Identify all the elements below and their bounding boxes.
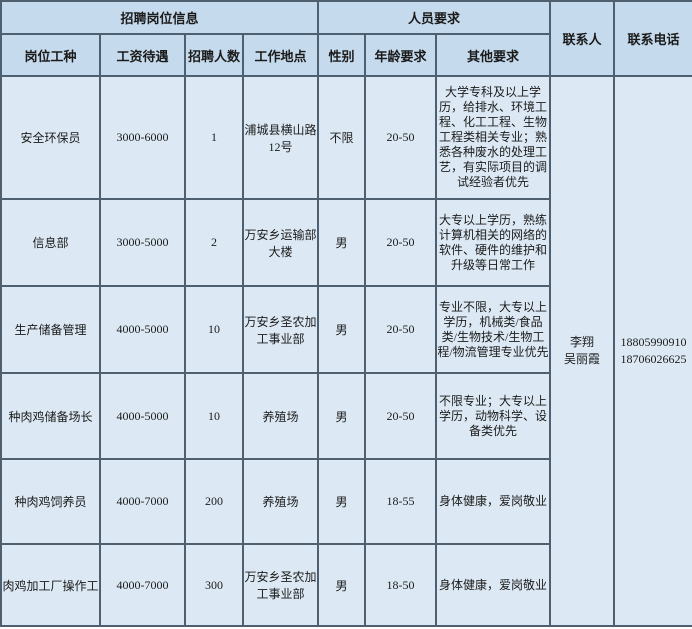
requirements-cell: 不限专业；大专以上学历，动物科学、设备类优先	[435, 372, 552, 460]
age-cell: 18-55	[364, 458, 438, 545]
location-cell: 浦城县横山路12号	[241, 75, 320, 200]
salary-cell: 4000-7000	[99, 458, 186, 545]
header-other-requirements: 其他要求	[435, 33, 552, 77]
job-cell: 种肉鸡储备场长	[0, 372, 101, 460]
age-cell: 20-50	[364, 372, 438, 460]
contact-name: 李翔	[570, 335, 595, 349]
location-cell: 万安乡圣农加工事业部	[241, 285, 320, 374]
age-cell: 20-50	[364, 75, 438, 200]
header-age: 年龄要求	[364, 33, 438, 77]
table-row: 种肉鸡饲养员 4000-7000 200 养殖场 男 18-55 身体健康，爱岗…	[0, 458, 692, 545]
header-contact-phone: 联系电话	[613, 0, 692, 77]
salary-cell: 4000-5000	[99, 285, 186, 374]
header-gender: 性别	[317, 33, 367, 77]
header-contact-person: 联系人	[549, 0, 616, 77]
requirements-cell: 专业不限，大专以上学历，机械类/食品类/生物技术/生物工程/物流管理专业优先	[435, 285, 552, 374]
headcount-cell: 200	[184, 458, 244, 545]
requirements-cell: 大学专科及以上学历，给排水、环境工程、化工工程、生物工程类相关专业；熟悉各种废水…	[435, 75, 552, 200]
location-cell: 养殖场	[241, 372, 320, 460]
location-cell: 万安乡圣农加工事业部	[241, 543, 320, 627]
header-job-type: 岗位工种	[0, 33, 101, 77]
salary-cell: 4000-5000	[99, 372, 186, 460]
contact-name: 吴丽霞	[564, 352, 601, 366]
age-cell: 20-50	[364, 198, 438, 287]
gender-cell: 男	[317, 372, 367, 460]
headcount-cell: 10	[184, 372, 244, 460]
table-row: 信息部 3000-5000 2 万安乡运输部大楼 男 20-50 大专以上学历，…	[0, 198, 692, 287]
header-group-row: 招聘岗位信息 人员要求 联系人 联系电话	[0, 0, 692, 77]
table-row: 生产储备管理 4000-5000 10 万安乡圣农加工事业部 男 20-50 专…	[0, 285, 692, 374]
location-cell: 万安乡运输部大楼	[241, 198, 320, 287]
table-row: 安全环保员 3000-6000 1 浦城县横山路12号 不限 20-50 大学专…	[0, 75, 692, 627]
salary-cell: 4000-7000	[99, 543, 186, 627]
headcount-cell: 300	[184, 543, 244, 627]
headcount-cell: 1	[184, 75, 244, 200]
location-cell: 养殖场	[241, 458, 320, 545]
header-headcount: 招聘人数	[184, 33, 244, 77]
header-recruit-info: 招聘岗位信息	[0, 0, 320, 35]
header-personnel-requirements: 人员要求	[317, 0, 552, 35]
salary-cell: 3000-5000	[99, 198, 186, 287]
job-cell: 生产储备管理	[0, 285, 101, 374]
requirements-cell: 身体健康，爱岗敬业	[435, 543, 552, 627]
gender-cell: 男	[317, 458, 367, 545]
header-location: 工作地点	[241, 33, 320, 77]
age-cell: 20-50	[364, 285, 438, 374]
requirements-cell: 大专以上学历，熟练计算机相关的网络的软件、硬件的维护和升级等日常工作	[435, 198, 552, 287]
contact-phone-number: 18706026625	[620, 352, 687, 366]
gender-cell: 男	[317, 198, 367, 287]
age-cell: 18-50	[364, 543, 438, 627]
gender-cell: 不限	[317, 75, 367, 200]
requirements-cell: 身体健康，爱岗敬业	[435, 458, 552, 545]
headcount-cell: 2	[184, 198, 244, 287]
table-row: 肉鸡加工厂操作工 4000-7000 300 万安乡圣农加工事业部 男 18-5…	[0, 543, 692, 627]
header-salary: 工资待遇	[99, 33, 186, 77]
job-cell: 安全环保员	[0, 75, 101, 200]
table-row: 种肉鸡储备场长 4000-5000 10 养殖场 男 20-50 不限专业；大专…	[0, 372, 692, 460]
job-cell: 信息部	[0, 198, 101, 287]
gender-cell: 男	[317, 285, 367, 374]
header-column-row: 岗位工种 工资待遇 招聘人数 工作地点 性别 年龄要求 其他要求	[0, 33, 692, 77]
contact-phone-cell: 18805990910 18706026625	[613, 75, 692, 627]
salary-cell: 3000-6000	[99, 75, 186, 200]
job-cell: 肉鸡加工厂操作工	[0, 543, 101, 627]
job-cell: 种肉鸡饲养员	[0, 458, 101, 545]
contact-person-cell: 李翔 吴丽霞	[549, 75, 616, 627]
contact-phone-number: 18805990910	[620, 335, 687, 349]
headcount-cell: 10	[184, 285, 244, 374]
gender-cell: 男	[317, 543, 367, 627]
